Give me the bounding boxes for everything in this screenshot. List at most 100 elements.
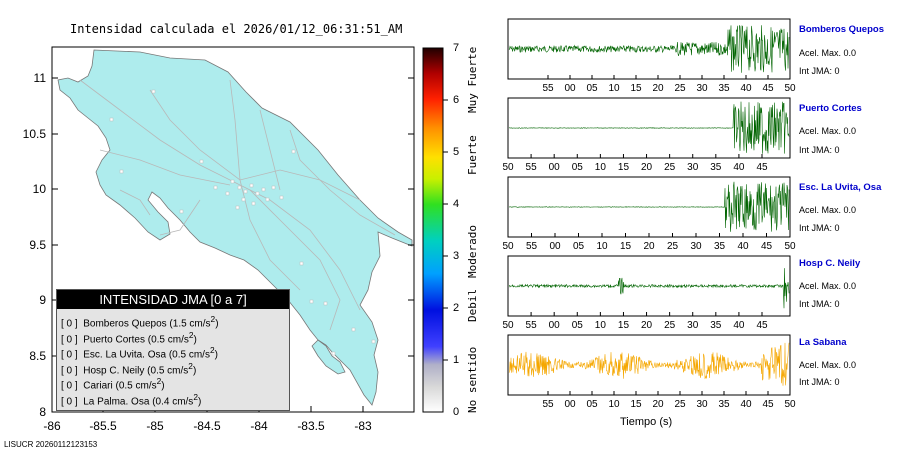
time-tick-label: 25 <box>664 162 676 173</box>
waveform-trace <box>508 181 790 232</box>
time-tick-label: 30 <box>687 320 699 331</box>
costa-rica-landmass <box>57 49 413 406</box>
colorbar-number: 1 <box>453 354 460 366</box>
map-x-labels: -86 -85.5 -85 -84.5 -84 -83.5 -83 <box>43 419 372 433</box>
time-tick-label: 25 <box>674 399 686 410</box>
time-tick-label: 35 <box>718 83 730 94</box>
colorbar-number: 7 <box>453 42 460 54</box>
time-tick-label: 15 <box>618 162 630 173</box>
legend-row: [ 0 ] Puerto Cortes (0.5 cm/s2) <box>61 329 197 345</box>
time-tick-label: 05 <box>572 162 584 173</box>
station-name: La Sabana <box>799 337 847 348</box>
time-tick-label: 30 <box>690 241 702 252</box>
time-tick-label: 00 <box>564 83 576 94</box>
time-tick-label: 20 <box>652 399 664 410</box>
time-tick-label: 20 <box>652 83 664 94</box>
map-y-label: 10 <box>33 182 47 196</box>
time-tick-label: 45 <box>761 241 773 252</box>
time-tick-label: 15 <box>630 83 642 94</box>
time-tick-label: 40 <box>740 399 752 410</box>
time-tick-label: 55 <box>526 241 538 252</box>
legend-header: INTENSIDAD JMA [0 a 7] <box>57 290 289 309</box>
map-y-label: 9.5 <box>29 238 46 252</box>
time-tick-label: 20 <box>643 241 655 252</box>
colorbar-number: 0 <box>453 406 460 418</box>
map-x-label: -86 <box>43 419 61 433</box>
station-name: Esc. La Uvita, Osa <box>799 182 882 193</box>
station-acel: Acel. Max. 0.0 <box>799 48 857 58</box>
colorbar-number: 3 <box>453 250 460 262</box>
legend-row: [ 0 ] Hosp C. Neily (0.5 cm/s2) <box>61 360 197 376</box>
station-jma: Int JMA: 0 <box>799 66 840 76</box>
osa-peninsula <box>311 339 346 375</box>
time-tick-label: 10 <box>595 320 607 331</box>
map-x-label: -83.5 <box>297 419 325 433</box>
legend-row: [ 0 ] Esc. La Uvita. Osa (0.5 cm/s2) <box>61 345 218 361</box>
time-tick-label: 25 <box>664 320 676 331</box>
time-tick-label: 05 <box>572 320 584 331</box>
time-tick-label: 30 <box>687 162 699 173</box>
time-tick-label: 05 <box>573 241 585 252</box>
map-x-label: -84.5 <box>193 419 221 433</box>
time-tick-label: 25 <box>674 83 686 94</box>
legend-row: [ 0 ] La Palma. Osa (0.4 cm/s2) <box>61 391 202 407</box>
map-y-label: 10.5 <box>23 127 47 141</box>
intensity-legend: INTENSIDAD JMA [0 a 7] [ 0 ] Bomberos Qu… <box>56 289 290 411</box>
map-x-label: -84 <box>250 419 268 433</box>
map-title: Intensidad calculada el 2026/01/12_06:31… <box>70 22 403 36</box>
time-tick-label: 55 <box>542 83 554 94</box>
time-tick-label: 10 <box>608 83 620 94</box>
time-tick-label: 40 <box>733 162 745 173</box>
time-tick-label: 50 <box>784 83 796 94</box>
colorbar-number: 6 <box>453 94 460 106</box>
station-name: Puerto Cortes <box>799 103 862 114</box>
time-tick-label: 30 <box>696 83 708 94</box>
time-tick-label: 30 <box>696 399 708 410</box>
time-axis-label: Tiempo (s) <box>620 416 673 428</box>
map-y-labels: 11 10.5 10 9.5 9 8.5 8 <box>23 71 47 419</box>
time-tick-label: 50 <box>784 399 796 410</box>
waveform-trace <box>508 24 790 73</box>
station-name: Bomberos Quepos <box>799 24 884 35</box>
footer-id: LISUCR 20260112123153 <box>4 440 98 449</box>
time-tick-label: 05 <box>586 399 598 410</box>
time-tick-label: 00 <box>564 399 576 410</box>
time-tick-label: 25 <box>667 241 679 252</box>
time-tick-label: 45 <box>756 162 768 173</box>
legend-row: [ 0 ] Cariari (0.5 cm/s2) <box>61 376 165 392</box>
time-tick-label: 50 <box>502 320 514 331</box>
time-tick-label: 40 <box>740 83 752 94</box>
time-tick-label: 40 <box>737 241 749 252</box>
station-jma: Int JMA: 0 <box>799 299 840 309</box>
time-tick-label: 15 <box>618 320 630 331</box>
station-acel: Acel. Max. 0.0 <box>799 360 857 370</box>
map-x-label: -83 <box>354 419 372 433</box>
time-tick-label: 45 <box>756 320 768 331</box>
time-tick-label: 45 <box>762 399 774 410</box>
station-jma: Int JMA: 0 <box>799 377 840 387</box>
time-tick-label: 55 <box>542 399 554 410</box>
waveform-trace <box>508 101 790 154</box>
time-tick-label: 00 <box>549 241 561 252</box>
station-jma: Int JMA: 0 <box>799 145 840 155</box>
time-tick-label: 10 <box>595 162 607 173</box>
map-x-label: -85 <box>146 419 164 433</box>
time-tick-label: 45 <box>762 83 774 94</box>
intensity-map: Intensidad calculada el 2026/01/12_06:31… <box>0 0 420 460</box>
map-y-label: 8.5 <box>29 349 46 363</box>
colorbar-number: 2 <box>453 302 460 314</box>
waveform-trace <box>508 268 790 309</box>
time-tick-label: 35 <box>710 320 722 331</box>
time-tick-label: 00 <box>549 162 561 173</box>
time-tick-label: 50 <box>502 162 514 173</box>
station-acel: Acel. Max. 0.0 <box>799 205 857 215</box>
map-x-label: -85.5 <box>89 419 117 433</box>
time-tick-label: 05 <box>586 83 598 94</box>
time-tick-label: 50 <box>502 241 514 252</box>
colorbar-number: 4 <box>453 198 460 210</box>
colorbar-number: 5 <box>453 146 460 158</box>
station-jma: Int JMA: 0 <box>799 223 840 233</box>
time-tick-label: 35 <box>710 162 722 173</box>
waveform-trace <box>508 342 790 386</box>
